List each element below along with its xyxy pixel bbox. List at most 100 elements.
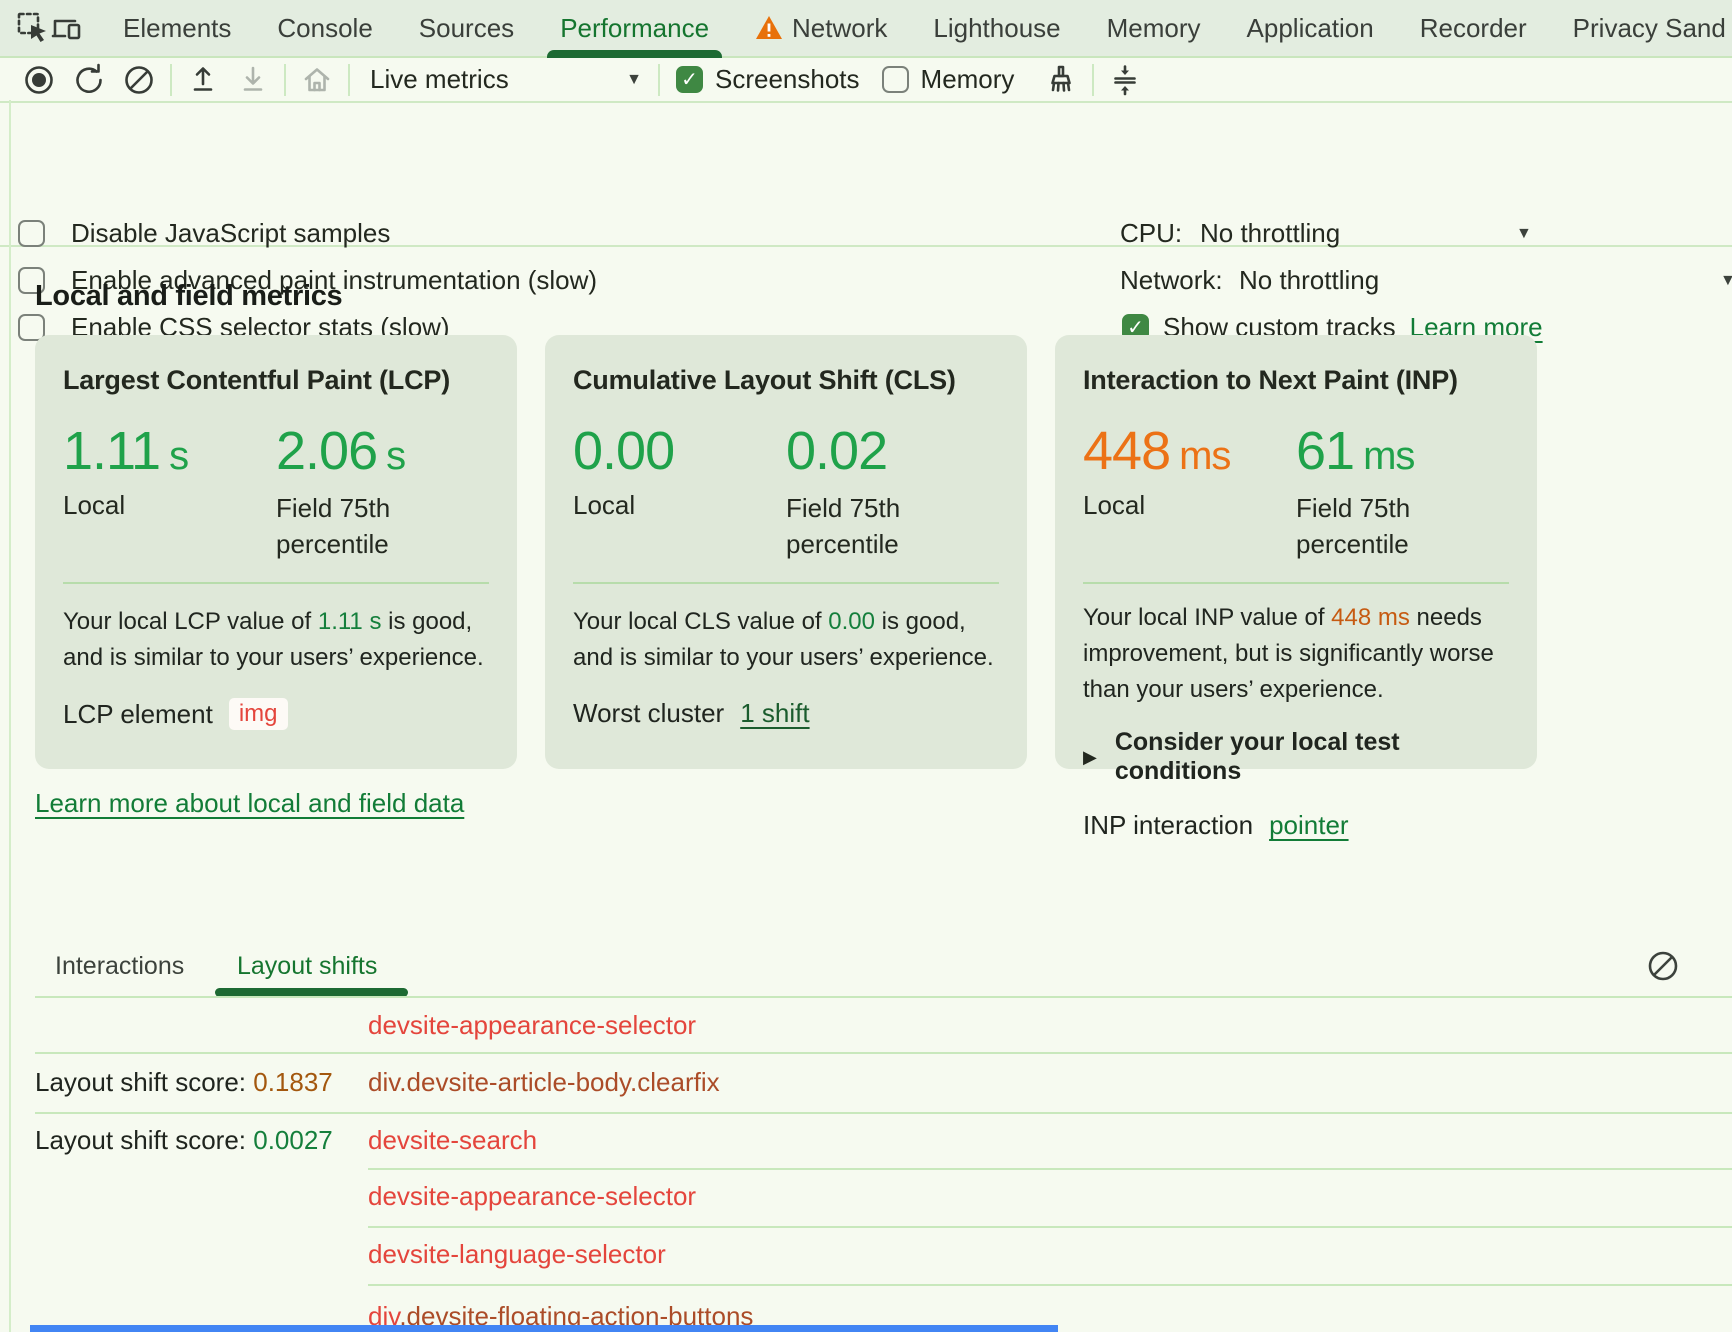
tab-label: Network bbox=[792, 12, 888, 43]
cpu-throttling-select[interactable]: CPU: No throttling bbox=[1120, 215, 1340, 251]
layout-shift-row: div.devsite-floating-action-buttons bbox=[35, 1292, 1732, 1340]
field-caption: Field 75th percentile bbox=[1296, 493, 1411, 559]
reload-record-icon[interactable] bbox=[64, 60, 114, 100]
clear-log-icon[interactable] bbox=[1645, 948, 1681, 984]
tab-label: Console bbox=[277, 12, 373, 43]
collapse-sections-icon[interactable] bbox=[1100, 60, 1150, 100]
shifted-node-link[interactable]: devsite-language-selector bbox=[368, 1238, 666, 1269]
shifted-node-link[interactable]: div.devsite-article-body.clearfix bbox=[368, 1066, 720, 1097]
inp-card-title: Interaction to Next Paint (INP) bbox=[1083, 365, 1458, 395]
layout-shift-row: Layout shift score: 0.0027 devsite-searc… bbox=[35, 1114, 1732, 1166]
layout-shift-row: devsite-language-selector bbox=[35, 1228, 1732, 1280]
tab-performance[interactable]: Performance bbox=[537, 0, 732, 59]
checkbox-unchecked-icon bbox=[881, 66, 909, 93]
clear-icon[interactable] bbox=[114, 60, 164, 100]
section-heading: Local and field metrics bbox=[35, 280, 343, 312]
cls-card-title: Cumulative Layout Shift (CLS) bbox=[573, 365, 956, 395]
lcp-element-node-link[interactable]: img bbox=[228, 698, 288, 730]
layout-shift-row: Layout shift score: 0.1837 div.devsite-a… bbox=[35, 1054, 1732, 1110]
tab-application[interactable]: Application bbox=[1224, 0, 1397, 57]
home-icon bbox=[292, 60, 342, 100]
disable-js-samples-checkbox[interactable]: Disable JavaScript samples bbox=[18, 215, 390, 251]
device-toolbar-icon[interactable] bbox=[50, 6, 84, 50]
tab-memory[interactable]: Memory bbox=[1084, 0, 1224, 57]
capture-settings: Disable JavaScript samples Enable advanc… bbox=[0, 105, 1732, 342]
screenshots-label: Screenshots bbox=[715, 64, 860, 94]
expand-right-icon: ▶ bbox=[1083, 746, 1097, 767]
tab-label: Privacy Sand bbox=[1572, 12, 1726, 43]
selected-row-highlight bbox=[30, 1325, 1058, 1332]
caret-down-icon: ▼ bbox=[626, 70, 642, 88]
shifted-node-link[interactable]: devsite-appearance-selector bbox=[368, 1009, 697, 1040]
record-icon[interactable] bbox=[14, 60, 64, 100]
local-caption: Local bbox=[573, 490, 636, 520]
memory-label: Memory bbox=[920, 64, 1015, 94]
lcp-description: Your local LCP value of 1.11 s is good, … bbox=[63, 608, 484, 671]
memory-checkbox[interactable]: Memory bbox=[881, 64, 1037, 95]
upload-profile-icon[interactable] bbox=[178, 60, 228, 100]
tab-sources[interactable]: Sources bbox=[396, 0, 537, 57]
lcp-local-value: 1.11 s bbox=[63, 421, 189, 481]
row-divider bbox=[35, 1112, 1732, 1114]
row-divider bbox=[35, 1052, 1732, 1054]
checkbox-unchecked-icon bbox=[18, 313, 45, 341]
lcp-element-label: LCP element bbox=[63, 698, 213, 729]
field-caption: Field 75th percentile bbox=[276, 493, 391, 559]
tab-console[interactable]: Console bbox=[254, 0, 395, 57]
active-tab-underline bbox=[215, 988, 408, 997]
lcp-card: Largest Contentful Paint (LCP) 1.11 s Loc… bbox=[35, 335, 517, 769]
worst-cluster-shift-link[interactable]: 1 shift bbox=[740, 698, 810, 728]
worst-cluster-label: Worst cluster bbox=[573, 698, 725, 728]
tab-layout-shifts[interactable]: Layout shifts bbox=[237, 952, 378, 980]
inp-interaction-link[interactable]: pointer bbox=[1269, 810, 1349, 840]
layout-shift-score: Layout shift score: 0.0027 bbox=[35, 1124, 333, 1155]
caret-down-icon[interactable]: ▼ bbox=[1720, 272, 1732, 289]
tab-label: Recorder bbox=[1419, 12, 1527, 43]
checkbox-checked-icon: ✓ bbox=[676, 66, 703, 93]
tab-elements[interactable]: Elements bbox=[100, 0, 254, 57]
lcp-card-title: Largest Contentful Paint (LCP) bbox=[63, 365, 450, 395]
tab-lighthouse[interactable]: Lighthouse bbox=[910, 0, 1083, 57]
screenshots-checkbox[interactable]: ✓ Screenshots bbox=[676, 64, 882, 95]
separator bbox=[284, 63, 286, 96]
tab-interactions[interactable]: Interactions bbox=[55, 952, 185, 980]
cls-description: Your local CLS value of 0.00 is good, an… bbox=[573, 608, 994, 671]
inp-interaction-label: INP interaction bbox=[1083, 810, 1254, 840]
download-profile-icon bbox=[228, 60, 278, 100]
inp-local-value: 448 ms bbox=[1083, 421, 1231, 481]
lcp-field-value: 2.06 s bbox=[276, 421, 406, 481]
checkbox-label: Disable JavaScript samples bbox=[71, 217, 391, 248]
checkbox-unchecked-icon bbox=[18, 219, 45, 247]
warning-icon bbox=[755, 15, 783, 41]
panel-left-border bbox=[9, 100, 11, 1332]
caret-down-icon[interactable]: ▼ bbox=[1516, 225, 1532, 242]
tab-label: Memory bbox=[1106, 12, 1201, 43]
local-test-conditions-expander[interactable]: ▶ Consider your local test conditions bbox=[1083, 728, 1509, 786]
cpu-throttling-value: No throttling bbox=[1200, 217, 1341, 248]
row-divider bbox=[368, 1284, 1732, 1286]
panel-mode-select[interactable]: Live metrics ▼ bbox=[370, 64, 642, 95]
tab-label: Sources bbox=[418, 12, 515, 43]
clear-visualizations-brush-icon[interactable] bbox=[1036, 60, 1086, 100]
learn-more-field-data-link[interactable]: Learn more about local and field data bbox=[35, 788, 465, 818]
tab-label: Elements bbox=[123, 12, 232, 43]
tab-label: Performance bbox=[560, 12, 710, 43]
cls-card: Cumulative Layout Shift (CLS) 0.00 Local… bbox=[545, 335, 1027, 769]
shifted-node-link[interactable]: devsite-appearance-selector bbox=[368, 1180, 697, 1211]
inspect-element-icon[interactable] bbox=[16, 6, 50, 50]
advanced-paint-instrumentation-checkbox[interactable]: Enable advanced paint instrumentation (s… bbox=[18, 262, 597, 298]
tab-recorder[interactable]: Recorder bbox=[1397, 0, 1550, 57]
row-divider bbox=[35, 996, 1732, 998]
tab-label: Application bbox=[1246, 12, 1374, 43]
network-throttling-select[interactable]: Network: No throttling bbox=[1120, 262, 1379, 298]
tab-label: Lighthouse bbox=[933, 12, 1061, 43]
layout-shift-score: Layout shift score: 0.1837 bbox=[35, 1066, 333, 1097]
checkbox-unchecked-icon bbox=[18, 266, 45, 294]
tab-privacy-sandbox[interactable]: Privacy Sand bbox=[1550, 0, 1732, 57]
cls-field-value: 0.02 bbox=[786, 421, 888, 481]
shifted-node-link[interactable]: devsite-search bbox=[368, 1124, 538, 1155]
devtools-tab-bar: Elements Console Sources Performance Net… bbox=[0, 0, 1732, 59]
local-caption: Local bbox=[1083, 490, 1146, 520]
tab-network[interactable]: Network bbox=[732, 0, 910, 57]
separator bbox=[658, 63, 660, 96]
